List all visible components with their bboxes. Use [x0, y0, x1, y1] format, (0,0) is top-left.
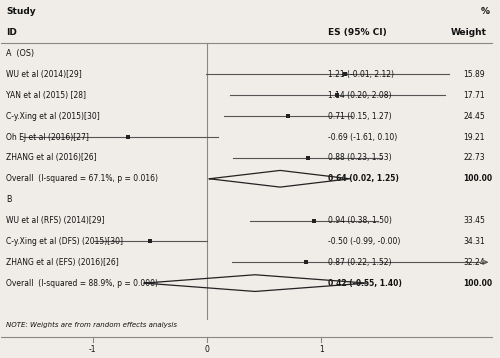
Text: C-y.Xing et al (2015)[30]: C-y.Xing et al (2015)[30]: [6, 112, 100, 121]
Text: Overall  (I-squared = 88.9%, p = 0.000): Overall (I-squared = 88.9%, p = 0.000): [6, 279, 158, 287]
Text: ES (95% CI): ES (95% CI): [328, 28, 387, 37]
Text: -1: -1: [89, 345, 96, 354]
Text: Oh EJ et al (2016)[27]: Oh EJ et al (2016)[27]: [6, 132, 89, 141]
Text: B: B: [6, 195, 12, 204]
Text: 22.73: 22.73: [464, 153, 485, 163]
Text: 0.64 (0.02, 1.25): 0.64 (0.02, 1.25): [328, 174, 399, 183]
Text: 0.94 (0.38, 1.50): 0.94 (0.38, 1.50): [328, 216, 392, 225]
Text: A  (OS): A (OS): [6, 49, 34, 58]
Text: 0.87 (0.22, 1.52): 0.87 (0.22, 1.52): [328, 258, 392, 267]
Text: -0.69 (-1.61, 0.10): -0.69 (-1.61, 0.10): [328, 132, 398, 141]
Text: NOTE: Weights are from random effects analysis: NOTE: Weights are from random effects an…: [6, 322, 177, 328]
Text: 17.71: 17.71: [464, 91, 485, 100]
Text: %: %: [480, 7, 490, 16]
Text: 0.88 (0.23, 1.53): 0.88 (0.23, 1.53): [328, 153, 392, 163]
Text: Overall  (I-squared = 67.1%, p = 0.016): Overall (I-squared = 67.1%, p = 0.016): [6, 174, 158, 183]
Text: -0.50 (-0.99, -0.00): -0.50 (-0.99, -0.00): [328, 237, 400, 246]
Text: Weight: Weight: [451, 28, 487, 37]
Text: 34.31: 34.31: [464, 237, 485, 246]
Text: WU et al (2014)[29]: WU et al (2014)[29]: [6, 70, 82, 79]
Text: ID: ID: [6, 28, 17, 37]
Text: 32.24: 32.24: [464, 258, 485, 267]
Text: 0.42 (-0.55, 1.40): 0.42 (-0.55, 1.40): [328, 279, 402, 287]
Text: YAN et al (2015) [28]: YAN et al (2015) [28]: [6, 91, 86, 100]
Text: ZHANG et al (2016)[26]: ZHANG et al (2016)[26]: [6, 153, 97, 163]
Text: 0.71 (0.15, 1.27): 0.71 (0.15, 1.27): [328, 112, 392, 121]
Text: 1.21 (-0.01, 2.12): 1.21 (-0.01, 2.12): [328, 70, 394, 79]
Text: Study: Study: [6, 7, 36, 16]
Text: 33.45: 33.45: [464, 216, 485, 225]
Text: 15.89: 15.89: [464, 70, 485, 79]
Text: WU et al (RFS) (2014)[29]: WU et al (RFS) (2014)[29]: [6, 216, 105, 225]
Text: 1.14 (0.20, 2.08): 1.14 (0.20, 2.08): [328, 91, 392, 100]
Text: C-y.Xing et al (DFS) (2015)[30]: C-y.Xing et al (DFS) (2015)[30]: [6, 237, 124, 246]
Text: 1: 1: [319, 345, 324, 354]
Text: ZHANG et al (EFS) (2016)[26]: ZHANG et al (EFS) (2016)[26]: [6, 258, 119, 267]
Text: 24.45: 24.45: [464, 112, 485, 121]
Text: 100.00: 100.00: [464, 174, 492, 183]
Text: 0: 0: [204, 345, 210, 354]
Text: 100.00: 100.00: [464, 279, 492, 287]
Text: 19.21: 19.21: [464, 132, 485, 141]
